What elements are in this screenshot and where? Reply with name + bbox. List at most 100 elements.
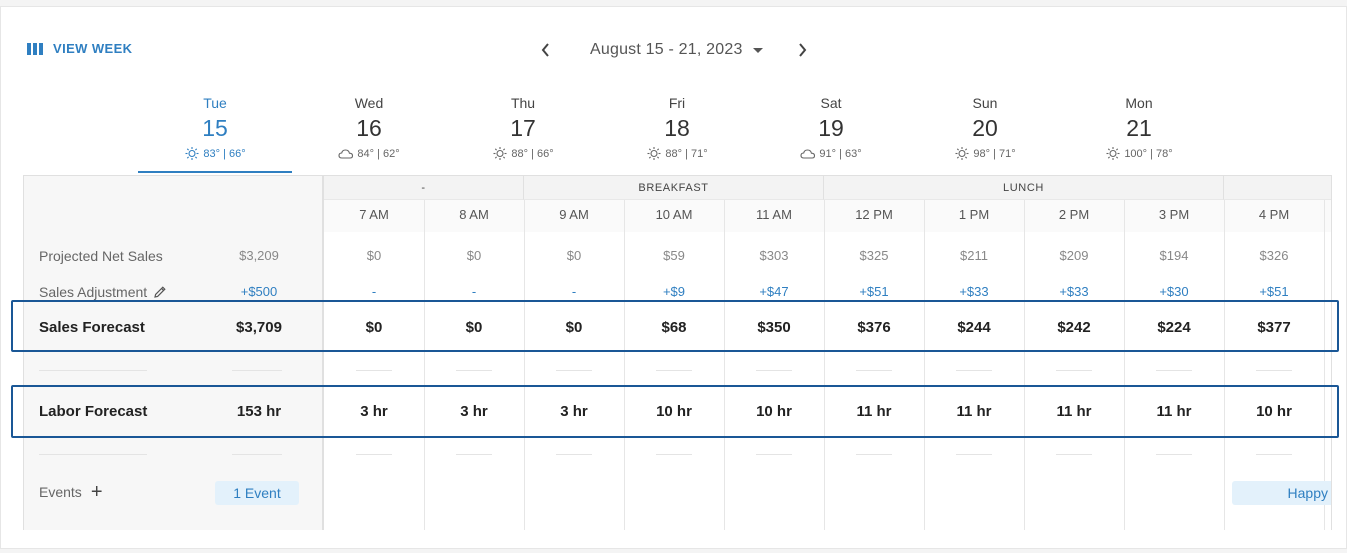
sales-forecast-label: Sales Forecast [39,319,145,336]
pencil-icon[interactable] [153,285,167,302]
sales-adjustment-cell[interactable]: - [371,284,377,299]
sales-adjustment-cell[interactable]: +$30 [1159,284,1189,299]
temperature-range: 84° | 62° [357,147,400,160]
cloud-icon [800,149,816,159]
projected-net-sales-cell: $326 [1259,248,1289,263]
sales-adjustment-cell[interactable]: - [571,284,577,299]
day-number: 19 [818,115,844,141]
sales-adjustment-cell[interactable]: +$47 [759,284,789,299]
labor-forecast-cell: 10 hr [1256,403,1292,420]
sales-adjustment-total: +$500 [240,284,278,299]
sales-forecast-cell: $242 [1057,319,1091,336]
sales-forecast-cell: $0 [465,319,483,336]
empty-row-dash [756,370,792,371]
hour-header-band [324,200,1331,232]
daypart-header: - [324,176,524,200]
empty-row-dash [456,370,492,371]
happy-hour-event-chip[interactable]: Happy [1232,481,1331,505]
empty-row-dash [39,370,147,371]
day-number: 21 [1126,115,1152,141]
day-tab-tue[interactable]: Tue 15 83° | 66° [138,95,292,160]
hour-header: 7 AM [359,207,389,222]
sun-icon [647,147,661,160]
next-week-button[interactable] [792,40,812,60]
projected-net-sales-cell: $0 [366,248,382,263]
add-event-icon[interactable]: + [90,481,103,503]
cloud-icon [338,149,354,159]
sun-icon [493,147,507,160]
column-divider [1324,200,1325,530]
sales-adjustment-cell[interactable]: +$33 [959,284,989,299]
prev-week-button[interactable] [536,40,556,60]
sales-adjustment-label-text: Sales Adjustment [39,284,148,300]
projected-net-sales-cell: $325 [859,248,889,263]
sales-forecast-cell: $224 [1157,319,1191,336]
empty-row-dash [1056,454,1092,455]
column-divider [1124,200,1125,530]
empty-row-dash [1056,370,1092,371]
column-divider [524,200,525,530]
labor-forecast-cell: 3 hr [560,403,588,420]
day-tab-mon[interactable]: Mon 21 100° | 78° [1062,95,1216,160]
labor-forecast-cell: 10 hr [656,403,692,420]
hour-header: 9 AM [559,207,589,222]
sales-forecast-cell: $244 [957,319,991,336]
labor-forecast-cell: 11 hr [956,403,992,420]
temperature-range: 98° | 71° [973,147,1016,160]
day-tab-wed[interactable]: Wed 16 84° | 62° [292,95,446,160]
projected-net-sales-cell: $303 [759,248,789,263]
row-labels-panel [24,176,324,530]
column-divider [424,200,425,530]
empty-row-dash [556,370,592,371]
column-divider [824,200,825,530]
empty-row-dash [556,454,592,455]
date-range-label[interactable]: August 15 - 21, 2023 [590,41,743,58]
chevron-left-icon [541,43,549,57]
labor-forecast-cell: 3 hr [360,403,388,420]
labor-forecast-cell: 11 hr [1056,403,1092,420]
empty-row-dash [456,454,492,455]
weather-summary: 88° | 66° [446,147,600,160]
sales-forecast-highlight [11,300,1339,352]
sun-icon [955,147,969,160]
temperature-range: 83° | 66° [203,147,246,160]
day-tab-sun[interactable]: Sun 20 98° | 71° [908,95,1062,160]
day-tab-sat[interactable]: Sat 19 91° | 63° [754,95,908,160]
sales-adjustment-cell[interactable]: +$33 [1059,284,1089,299]
day-tab-thu[interactable]: Thu 17 88° | 66° [446,95,600,160]
hour-header: 2 PM [1058,207,1090,222]
active-day-indicator [138,171,292,173]
temperature-range: 91° | 63° [819,147,862,160]
date-navigation: August 15 - 21, 2023 [536,37,812,63]
day-tab-fri[interactable]: Fri 18 88° | 71° [600,95,754,160]
projected-net-sales-cell: $0 [466,248,482,263]
projected-net-sales-cell: $211 [960,248,988,263]
labor-forecast-label-text: Labor Forecast [39,403,148,420]
sales-adjustment-cell[interactable]: +$9 [662,284,686,299]
view-week-label: VIEW WEEK [53,41,133,56]
hour-header: 12 PM [855,207,893,222]
empty-row-dash [356,370,392,371]
empty-row-dash [756,454,792,455]
empty-row-dash [232,454,282,455]
temperature-range: 88° | 66° [511,147,554,160]
sales-adjustment-cell[interactable]: +$51 [1259,284,1289,299]
sales-forecast-label-text: Sales Forecast [39,319,145,336]
empty-row-dash [656,454,692,455]
temperature-range: 100° | 78° [1124,147,1173,160]
sales-forecast-cell: $68 [661,319,687,336]
caret-down-icon[interactable] [752,47,763,53]
event-count-chip[interactable]: 1 Event [215,481,299,505]
projected-net-sales-cell: $0 [566,248,582,263]
daypart-header: LUNCH [824,176,1224,200]
empty-row-dash [356,454,392,455]
hour-header: 8 AM [459,207,489,222]
weather-summary: 88° | 71° [600,147,754,160]
sales-adjustment-cell[interactable]: - [471,284,477,299]
day-number: 17 [510,115,536,141]
column-divider [924,200,925,530]
view-week-button[interactable]: VIEW WEEK [27,41,132,56]
hour-header: 10 AM [655,207,693,222]
labor-forecast-cell: 3 hr [460,403,488,420]
sales-adjustment-cell[interactable]: +$51 [859,284,889,299]
